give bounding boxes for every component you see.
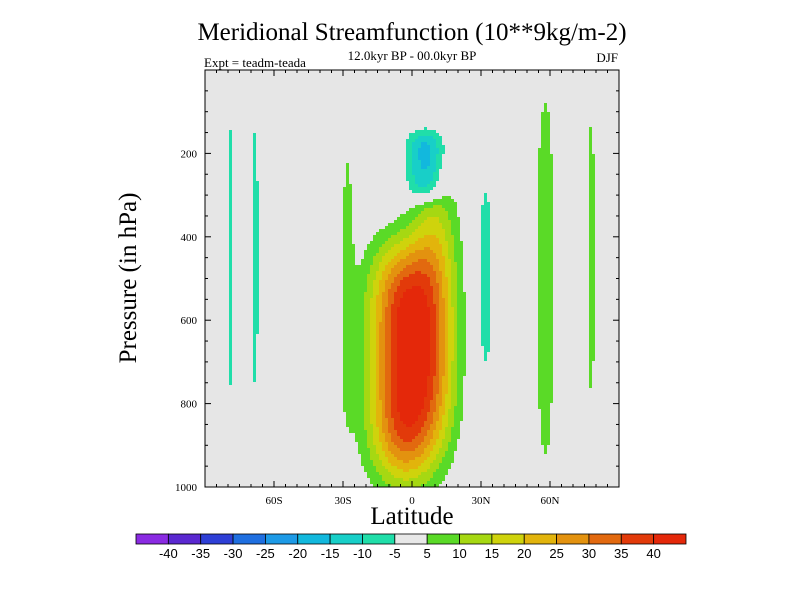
contour-fill <box>229 103 595 487</box>
x-tick-label: 60S <box>265 495 282 507</box>
colorbar-swatch <box>491 533 525 545</box>
colorbar-swatch <box>523 533 557 545</box>
colorbar-swatch <box>394 533 428 545</box>
x-tick-label: 60N <box>541 495 560 507</box>
colorbar-swatch <box>265 533 299 545</box>
colorbar-swatch <box>362 533 396 545</box>
y-tick-label: 1000 <box>175 482 198 494</box>
y-axis-title: Pressure (in hPa) <box>115 193 142 364</box>
colorbar: -40 -35 -30 -25 -20 -15 -10 -5 5 10 15 20 25 30 35 40 <box>135 533 687 561</box>
colorbar-label: -20 <box>288 546 307 561</box>
colorbar-label: -15 <box>321 546 340 561</box>
axes: 200 400 600 800 1000 60S 30S 0 30N 60N <box>175 70 619 507</box>
colorbar-swatch <box>329 533 363 545</box>
chart-subtitle-right: DJF <box>596 50 618 65</box>
colorbar-label: 5 <box>424 546 431 561</box>
colorbar-swatch <box>653 533 687 545</box>
colorbar-label: 25 <box>549 546 563 561</box>
colorbar-swatch <box>167 533 202 545</box>
colorbar-label: -10 <box>353 546 372 561</box>
plot-area <box>205 70 619 487</box>
colorbar-label: 20 <box>517 546 531 561</box>
y-tick-label: 200 <box>181 148 198 160</box>
colorbar-swatch <box>135 533 169 545</box>
colorbar-label: 15 <box>485 546 499 561</box>
y-tick-label: 800 <box>181 399 198 411</box>
colorbar-label: 30 <box>582 546 596 561</box>
colorbar-swatch <box>459 533 493 545</box>
colorbar-swatch <box>297 533 331 545</box>
x-tick-label: 0 <box>409 495 415 507</box>
x-tick-label: 30S <box>334 495 351 507</box>
colorbar-swatch <box>588 533 622 545</box>
colorbar-label: 10 <box>452 546 466 561</box>
y-tick-label: 600 <box>181 315 198 327</box>
colorbar-swatch <box>620 533 655 545</box>
colorbar-label: -35 <box>191 546 210 561</box>
colorbar-label: -30 <box>224 546 243 561</box>
colorbar-swatch <box>200 533 234 545</box>
colorbar-label: 40 <box>646 546 660 561</box>
y-tick-label: 400 <box>181 232 198 244</box>
colorbar-swatch <box>232 533 266 545</box>
colorbar-swatch <box>556 533 590 545</box>
x-tick-label: 30N <box>472 495 491 507</box>
colorbar-label: -5 <box>389 546 401 561</box>
chart-title: Meridional Streamfunction (10**9kg/m-2) <box>197 19 626 46</box>
colorbar-swatch <box>426 533 460 545</box>
x-axis-title: Latitude <box>370 503 453 530</box>
colorbar-label: -40 <box>159 546 178 561</box>
chart-subtitle-left: Expt = teadm-teada <box>204 55 306 70</box>
colorbar-label: -25 <box>256 546 275 561</box>
chart-subtitle-center: 12.0kyr BP - 00.0kyr BP <box>348 48 477 63</box>
colorbar-label: 35 <box>614 546 628 561</box>
